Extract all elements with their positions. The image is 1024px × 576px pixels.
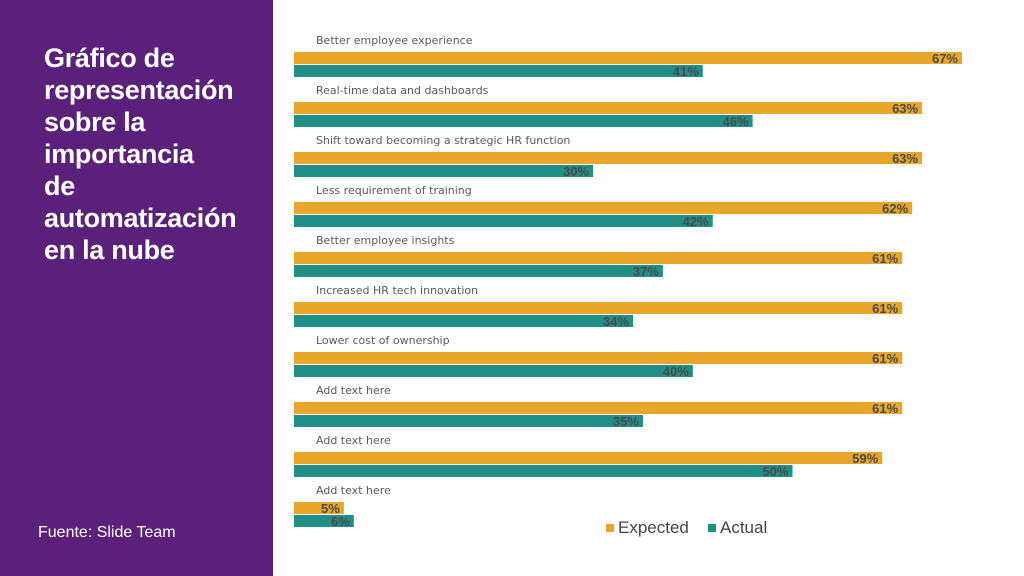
actual-bar (294, 65, 703, 77)
title-panel: Gráfico de representación sobre la impor… (0, 0, 273, 576)
category-label: Add text here (316, 384, 391, 397)
value-label: 63% (892, 151, 918, 166)
actual-bar (294, 365, 693, 377)
category-label: Add text here (316, 484, 391, 497)
expected-bar (294, 102, 923, 114)
value-label: 5% (321, 501, 340, 516)
value-label: 30% (563, 164, 589, 179)
title-line: en la nube (44, 235, 175, 265)
legend-swatch-actual (708, 524, 716, 532)
title-line: representación (44, 75, 234, 105)
value-label: 40% (663, 364, 689, 379)
title-line: sobre la (44, 107, 146, 137)
legend-label-expected: Expected (618, 518, 689, 537)
value-label: 41% (673, 64, 699, 79)
category-label: Better employee experience (316, 34, 473, 47)
chart-area: Better employee experience 67% 41% Real-tim… (276, 0, 1024, 576)
legend-label-actual: Actual (720, 518, 767, 537)
value-label: 61% (872, 351, 898, 366)
expected-bar (294, 252, 903, 264)
value-label: 62% (882, 201, 908, 216)
value-label: 67% (932, 51, 958, 66)
expected-bar (294, 52, 962, 64)
value-label: 61% (872, 301, 898, 316)
value-label: 61% (872, 401, 898, 416)
actual-bar (294, 165, 594, 177)
bar-chart: Better employee experience 67% 41% Real-tim… (294, 34, 962, 537)
value-label: 42% (683, 214, 709, 229)
category-label: Better employee insights (316, 234, 455, 247)
actual-bar (294, 465, 793, 477)
actual-bar (294, 115, 753, 127)
value-label: 46% (723, 114, 749, 129)
legend-swatch-expected (606, 524, 614, 532)
category-label: Lower cost of ownership (316, 334, 450, 347)
expected-bar (294, 152, 923, 164)
value-label: 61% (872, 251, 898, 266)
category-label: Less requirement of training (316, 184, 472, 197)
category-label: Shift toward becoming a strategic HR fun… (316, 134, 570, 147)
source-note: Fuente: Slide Team (38, 524, 176, 541)
title-line: automatización (44, 203, 237, 233)
value-label: 59% (852, 451, 878, 466)
value-label: 50% (762, 464, 788, 479)
expected-bar (294, 402, 903, 414)
expected-bar (294, 302, 903, 314)
slide-title: Gráfico de representación sobre la impor… (44, 42, 264, 266)
category-label: Add text here (316, 434, 391, 447)
title-line: importancia (44, 139, 194, 169)
title-line: de (44, 171, 75, 201)
actual-bar (294, 215, 713, 227)
expected-bar (294, 452, 883, 464)
actual-bar (294, 515, 354, 527)
value-label: 35% (613, 414, 639, 429)
title-line: Gráfico de (44, 43, 175, 73)
value-label: 34% (603, 314, 629, 329)
category-label: Increased HR tech innovation (316, 284, 478, 297)
value-label: 6% (331, 514, 350, 529)
value-label: 63% (892, 101, 918, 116)
actual-bar (294, 265, 663, 277)
actual-bar (294, 415, 643, 427)
expected-bar (294, 202, 913, 214)
expected-bar (294, 352, 903, 364)
actual-bar (294, 315, 633, 327)
value-label: 37% (633, 264, 659, 279)
category-label: Real-time data and dashboards (316, 84, 489, 97)
expected-bar (294, 502, 344, 514)
